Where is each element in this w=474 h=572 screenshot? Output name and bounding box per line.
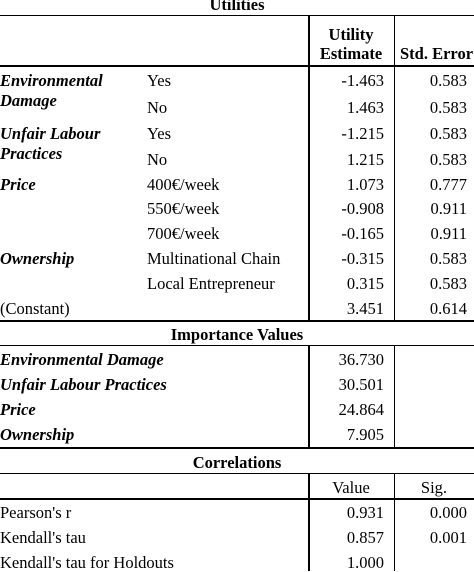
correlation-sig: 0.001 (429, 528, 467, 547)
correlation-label: Kendall's tau (0, 528, 86, 547)
std-error-value: 0.583 (429, 124, 467, 143)
correlation-sig-header: Sig. (420, 478, 448, 497)
level-label: No (147, 98, 168, 117)
importance-value: 24.864 (338, 400, 384, 419)
column-divider (394, 474, 395, 571)
level-label: Local Entrepreneur (147, 274, 275, 293)
constant-estimate: 3.451 (346, 299, 384, 318)
importance-label: Ownership (0, 425, 75, 444)
correlations-title: Correlations (192, 453, 282, 472)
std-error-value: 0.777 (429, 175, 467, 194)
level-label: Multinational Chain (147, 249, 281, 268)
level-label: No (147, 150, 168, 169)
std-error-header: Std. Error (400, 44, 474, 63)
correlation-value-header: Value (332, 478, 370, 497)
correlation-value: 0.857 (346, 528, 384, 547)
constant-std-error: 0.614 (429, 299, 467, 318)
column-divider (308, 474, 310, 571)
utility-estimate: 0.315 (346, 274, 384, 293)
correlations-top-rule (0, 447, 474, 449)
importance-value: 30.501 (338, 375, 384, 394)
correlations-title-rule (0, 473, 474, 474)
correlation-value: 1.000 (346, 553, 384, 572)
utility-estimate-header-l1: Utility (328, 25, 374, 44)
column-divider (394, 16, 395, 320)
importance-value: 36.730 (338, 350, 384, 369)
importance-label: Unfair Labour Practices (0, 375, 167, 394)
correlation-sig: 0.000 (429, 503, 467, 522)
utilities-header-rule (0, 65, 474, 67)
utility-estimate: -1.463 (341, 71, 384, 90)
utility-estimate: -1.215 (341, 124, 384, 143)
importance-top-rule (0, 320, 474, 322)
utility-estimate: -0.908 (341, 199, 384, 218)
factor-label: Price (0, 175, 36, 194)
std-error-value: 0.583 (429, 71, 467, 90)
level-label: Yes (147, 71, 172, 90)
importance-header-rule (0, 345, 474, 346)
importance-label: Price (0, 400, 36, 419)
std-error-value: 0.583 (429, 274, 467, 293)
factor-label: Unfair Labour (0, 124, 101, 143)
utility-estimate: 1.073 (346, 175, 384, 194)
utilities-top-rule (0, 15, 474, 16)
utility-estimate: 1.215 (346, 150, 384, 169)
utility-estimate: 1.463 (346, 98, 384, 117)
utility-estimate-header-l2: Estimate (319, 44, 383, 63)
column-divider (308, 16, 310, 320)
level-label: 550€/week (147, 199, 220, 218)
correlation-label: Kendall's tau for Holdouts (0, 553, 174, 572)
column-divider (308, 346, 310, 447)
factor-label: Ownership (0, 249, 75, 268)
std-error-value: 0.583 (429, 249, 467, 268)
correlation-label: Pearson's r (0, 503, 72, 522)
factor-label: Environmental (0, 71, 103, 90)
utilities-title: Utilities (209, 0, 265, 14)
std-error-value: 0.583 (429, 150, 467, 169)
utility-estimate: -0.165 (341, 224, 384, 243)
correlations-header-rule (0, 498, 474, 500)
level-label: 400€/week (147, 175, 220, 194)
constant-label: (Constant) (0, 299, 70, 318)
std-error-value: 0.911 (430, 224, 467, 243)
column-divider (394, 346, 395, 447)
utility-estimate: -0.315 (341, 249, 384, 268)
factor-label: Practices (0, 144, 63, 163)
factor-label: Damage (0, 91, 57, 110)
correlation-value: 0.931 (346, 503, 384, 522)
importance-value: 7.905 (346, 425, 384, 444)
level-label: Yes (147, 124, 172, 143)
std-error-value: 0.583 (429, 98, 467, 117)
level-label: 700€/week (147, 224, 220, 243)
std-error-value: 0.911 (430, 199, 467, 218)
importance-label: Environmental Damage (0, 350, 164, 369)
importance-title: Importance Values (170, 325, 304, 344)
